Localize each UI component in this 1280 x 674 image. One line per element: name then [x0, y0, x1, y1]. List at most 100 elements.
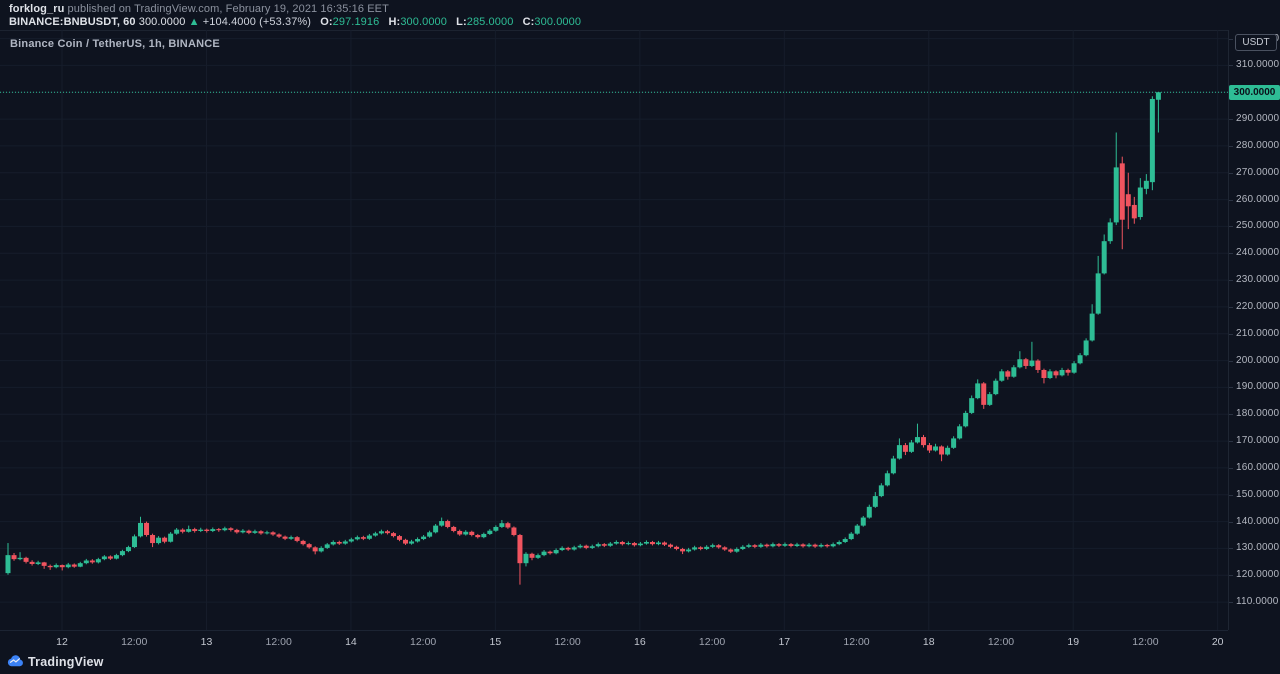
price-tick-label: 260.0000: [1236, 193, 1280, 205]
candle-body: [47, 565, 53, 568]
candle-body: [734, 548, 740, 552]
close-label: C:: [522, 16, 535, 28]
candle-body: [908, 442, 914, 452]
candle-body: [1041, 369, 1047, 379]
candle-body: [607, 543, 613, 546]
candle-body: [481, 533, 487, 538]
candle-body: [975, 383, 981, 399]
candle-body: [409, 541, 415, 544]
candle-body: [457, 530, 463, 535]
candle-body: [1101, 241, 1107, 274]
price-axis[interactable]: 320.0000310.0000300.0000290.0000280.0000…: [1229, 30, 1280, 652]
candle-body: [95, 559, 101, 563]
publish-info: published on TradingView.com, February 1…: [64, 3, 389, 15]
candle-body: [198, 529, 204, 531]
candle-body: [794, 544, 800, 547]
candle-body: [999, 371, 1005, 381]
candle-body: [463, 531, 469, 535]
candle-body: [1083, 340, 1089, 356]
price-tick-mark: [1229, 38, 1233, 40]
time-tick-label: 12: [56, 636, 68, 648]
candle-body: [535, 555, 541, 558]
price-tick-mark: [1229, 306, 1233, 308]
candle-body: [174, 529, 180, 534]
candle-body: [752, 545, 758, 547]
candle-body: [818, 544, 824, 547]
price-tick-label: 270.0000: [1236, 166, 1280, 178]
candle-body: [951, 438, 957, 448]
candle-body: [53, 565, 59, 568]
candlestick-chart-pane[interactable]: Binance Coin / TetherUS, 1h, BINANCE: [0, 30, 1229, 630]
last-price-value: 300.0000: [138, 16, 186, 28]
candle-body: [89, 560, 95, 563]
price-tick-mark: [1229, 602, 1233, 604]
candle-body: [276, 534, 282, 537]
time-tick-label: 12:00: [843, 636, 870, 648]
price-tick-label: 180.0000: [1236, 408, 1280, 420]
brand-name: TradingView: [28, 654, 104, 669]
candle-body: [318, 547, 324, 552]
price-tick-mark: [1229, 65, 1233, 67]
candle-body: [770, 544, 776, 547]
candle-body: [378, 531, 384, 534]
candle-body: [210, 529, 216, 531]
time-tick-label: 12:00: [1132, 636, 1159, 648]
candle-wick: [916, 423, 918, 444]
candle-body: [842, 539, 848, 542]
candle-body: [1017, 359, 1023, 368]
candle-body: [746, 545, 752, 547]
candle-body: [445, 521, 451, 527]
candle-body: [1023, 359, 1029, 366]
tradingview-logo[interactable]: TradingView: [7, 654, 104, 669]
candle-body: [475, 535, 481, 538]
candle-body: [390, 533, 396, 537]
candle-body: [348, 539, 354, 542]
candle-body: [806, 544, 812, 547]
candle-body: [993, 380, 999, 395]
time-axis[interactable]: 12 12:00 13 12:00 14 12:00 15 12:00 16 12:00 17 12:…: [0, 630, 1228, 653]
candle-body: [119, 551, 125, 556]
candle-body: [559, 547, 565, 551]
price-tick-mark: [1229, 575, 1233, 577]
candle-body: [854, 525, 860, 534]
high-value: 300.0000: [400, 16, 447, 28]
low-label: L:: [456, 16, 467, 28]
candle-body: [848, 533, 854, 540]
up-arrow-icon: ▲: [188, 16, 200, 28]
footer-bar: TradingView: [0, 652, 1280, 674]
candle-body: [565, 547, 571, 550]
time-tick-label: 12:00: [698, 636, 726, 648]
time-tick-label: 13: [200, 636, 213, 648]
price-tick-mark: [1229, 172, 1233, 174]
candle-body: [649, 541, 655, 545]
time-tick-label: 12:00: [410, 636, 437, 648]
candle-body: [969, 398, 975, 413]
tradingview-cloud-icon: [7, 655, 23, 667]
price-tick-mark: [1229, 548, 1233, 550]
time-tick-label: 12:00: [987, 636, 1015, 648]
candle-body: [228, 528, 234, 530]
candle-body: [71, 564, 77, 567]
candle-body: [306, 544, 312, 548]
price-tick-mark: [1229, 333, 1233, 335]
candle-body: [601, 544, 607, 546]
candle-body: [131, 536, 137, 548]
candle-body: [83, 560, 89, 564]
time-tick-label: 17: [778, 636, 791, 648]
candle-body: [758, 544, 764, 547]
candle-body: [246, 530, 252, 533]
time-tick-label: 20: [1211, 636, 1224, 648]
price-tick-mark: [1229, 414, 1233, 416]
candle-body: [101, 556, 107, 560]
candle-body: [396, 536, 402, 540]
candlestick-chart: [0, 30, 1228, 630]
author-name: forklog_ru: [9, 3, 65, 15]
candle-body: [138, 522, 144, 537]
candle-body: [927, 445, 933, 451]
currency-toggle-button[interactable]: USDT: [1235, 34, 1277, 51]
candle-body: [902, 445, 908, 452]
candle-body: [1029, 360, 1035, 366]
candle-body: [1143, 180, 1149, 189]
candle-body: [342, 541, 348, 544]
candle-body: [722, 547, 728, 550]
